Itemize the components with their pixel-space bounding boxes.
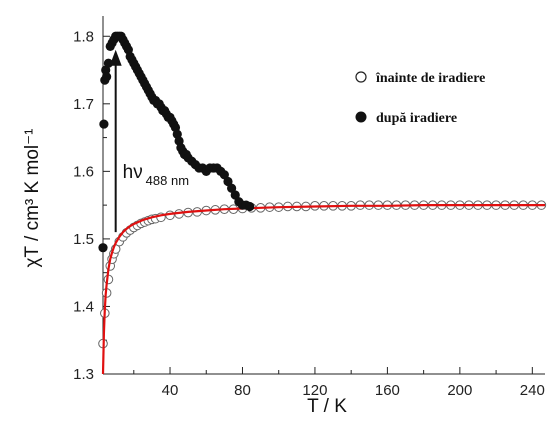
y-tick-label: 1.8 [73,28,94,45]
data-point-after [223,176,233,187]
arrow-head [109,49,122,66]
data-point-after [245,201,255,212]
legend-marker-filled-circle [355,111,367,123]
data-point-after [102,72,112,82]
legend-label-before: înainte de iradiere [375,71,485,86]
x-tick-label: 240 [520,382,545,399]
x-tick-label: 160 [375,382,400,399]
data-point-after [219,170,229,180]
legend-label-after: după iradiere [376,111,457,126]
legend: înainte de iradiere după iradiere [355,71,485,126]
y-tick-label: 1.6 [73,163,94,180]
y-tick-label: 1.4 [73,298,94,315]
plot-area [98,31,547,375]
x-axis-label: T / K [307,396,347,417]
annotation-subscript: 488 nm [146,173,189,188]
data-point-after [99,119,109,129]
x-tick-label: 120 [302,382,327,399]
annotation-hv: hν [123,162,143,183]
data-point-after [230,190,240,200]
data-point-after [98,243,108,253]
annotation-layer: hν 488 nm [109,49,189,233]
x-tick-label: 80 [234,382,251,399]
y-tick-label: 1.7 [73,96,94,113]
x-tick-label: 200 [447,382,472,399]
y-tick-label: 1.5 [73,231,94,248]
x-tick-label: 40 [162,382,179,399]
y-tick-label: 1.3 [73,366,94,383]
data-point-after [227,183,237,193]
fit-line [101,204,545,375]
y-axis-label: χT / cm³ K mol⁻¹ [22,129,43,268]
legend-marker-open-circle [355,71,367,83]
axes: 40 80 120 160 200 240 1.3 1.4 1.5 1.6 1.7 1.8 [73,16,545,399]
